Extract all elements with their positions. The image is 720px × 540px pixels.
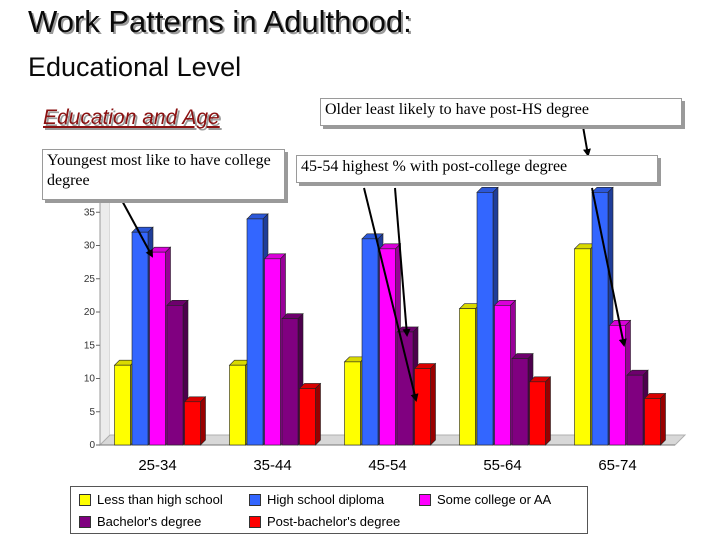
bar-side	[545, 376, 551, 446]
legend-item: Post-bachelor's degree	[249, 514, 400, 529]
bar-front	[299, 388, 316, 446]
annotation-arrow	[363, 187, 419, 402]
legend-label: Less than high school	[97, 492, 223, 507]
y-tick-label: 5	[89, 407, 95, 418]
bar-front	[626, 374, 644, 446]
bar-front	[476, 192, 494, 446]
legend-swatch	[419, 493, 431, 506]
bar	[183, 396, 207, 446]
x-tick-label: 45-54	[368, 457, 406, 474]
legend-label: High school diploma	[267, 492, 385, 507]
x-axis: 25-34 35-44 45-54 55-64 65-74	[138, 457, 636, 474]
bar-front	[184, 401, 201, 446]
bar-front	[246, 218, 264, 446]
bar-front	[264, 258, 281, 446]
bar-front	[494, 305, 511, 446]
bar-front	[281, 318, 299, 446]
bar-front	[644, 398, 661, 446]
legend-swatch	[79, 493, 91, 506]
x-tick-label: 65-74	[598, 457, 636, 474]
page-title: Work Patterns in Adulthood:	[28, 4, 412, 39]
bar-front	[414, 368, 431, 446]
y-axis: 0 5 10 15 20 25 30 35	[84, 207, 100, 451]
bar-front	[166, 305, 184, 446]
legend-label: Bachelor's degree	[97, 514, 202, 529]
bar-side	[200, 396, 206, 446]
x-tick-label: 35-44	[253, 457, 291, 474]
bar-front	[396, 331, 414, 446]
x-tick-label: 25-34	[138, 457, 176, 474]
page-subtitle: Educational Level	[28, 52, 242, 82]
annotation-arrows	[119, 114, 627, 402]
legend-swatch	[249, 515, 261, 528]
legend-item: Less than high school	[79, 492, 223, 507]
bar	[298, 382, 322, 446]
bar-front	[574, 248, 591, 446]
bar-front	[609, 324, 626, 446]
bar-side	[660, 392, 666, 446]
bar-front	[131, 231, 149, 446]
bar	[413, 362, 437, 446]
bar-front	[511, 358, 529, 446]
y-tick-label: 0	[89, 440, 95, 451]
callout-youngest: Youngest most like to have college degre…	[42, 149, 285, 200]
callout-45-54: 45-54 highest % with post-college degree	[296, 155, 658, 183]
section-heading: Education and Age	[43, 106, 220, 129]
chart-bars	[113, 186, 667, 446]
y-tick-label: 10	[84, 374, 96, 385]
bar-front	[229, 364, 246, 446]
legend-swatch	[79, 515, 91, 528]
x-tick-label: 55-64	[483, 457, 521, 474]
legend-label: Post-bachelor's degree	[267, 514, 401, 529]
bar-front	[114, 364, 131, 446]
y-tick-label: 30	[84, 241, 96, 252]
legend-item: High school diploma	[249, 492, 384, 507]
bar-front	[379, 248, 396, 446]
bar-front	[149, 251, 166, 446]
bar-front	[459, 308, 476, 446]
legend-swatch	[249, 493, 261, 506]
y-tick-label: 15	[84, 340, 96, 351]
legend-item: Bachelor's degree	[79, 514, 201, 529]
bar-front	[529, 381, 546, 446]
annotation-arrow	[119, 196, 153, 258]
chart-side-wall	[99, 191, 111, 447]
annotation-arrow	[394, 187, 411, 337]
bar	[528, 376, 552, 446]
legend-label: Some college or AA	[437, 492, 552, 507]
bar-side	[430, 362, 436, 446]
y-tick-label: 25	[84, 274, 96, 285]
annotation-arrow	[591, 187, 627, 347]
bar	[643, 392, 667, 446]
bar-front	[591, 192, 609, 446]
bar-front	[344, 361, 361, 446]
y-tick-label: 20	[84, 307, 96, 318]
chart-legend: Less than high school High school diplom…	[70, 486, 588, 534]
bar-side	[315, 382, 321, 446]
legend-item: Some college or AA	[419, 492, 551, 507]
callout-older: Older least likely to have post-HS degre…	[320, 98, 682, 126]
bar-front	[361, 238, 379, 446]
y-tick-label: 35	[84, 207, 96, 218]
